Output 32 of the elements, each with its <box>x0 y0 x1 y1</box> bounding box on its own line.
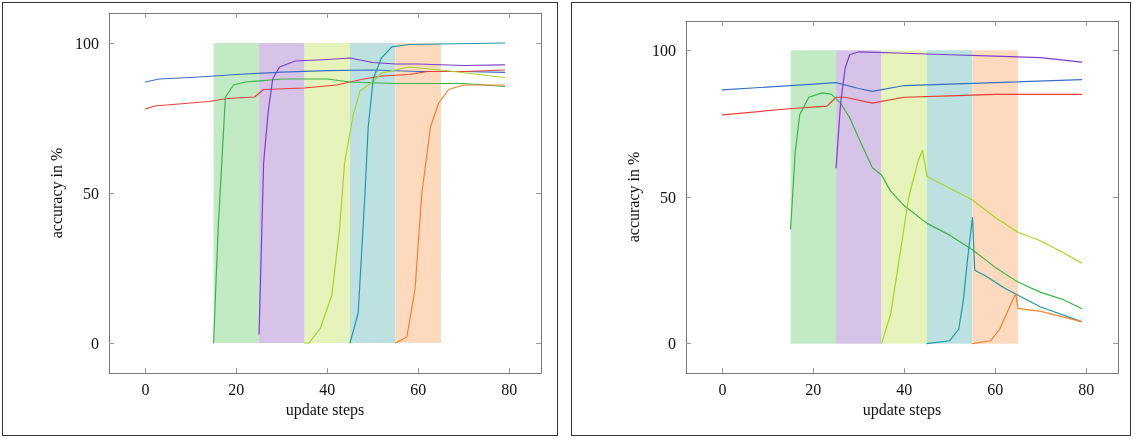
y-tick-label: 100 <box>652 41 676 59</box>
x-tick-label: 0 <box>718 380 727 398</box>
x-tick-label: 80 <box>1078 380 1095 398</box>
x-tick-label: 40 <box>896 380 913 398</box>
line-series <box>144 69 506 110</box>
y-tick-label: 50 <box>83 184 99 202</box>
x-tick-label: 80 <box>501 380 518 398</box>
y-axis-title: accuracy in % <box>624 151 643 243</box>
line-series <box>971 293 1083 345</box>
line-series <box>880 149 1083 345</box>
line-series <box>721 93 1083 116</box>
line-series <box>721 79 1083 92</box>
x-tick-label: 0 <box>141 380 150 398</box>
x-tick-label: 60 <box>987 380 1004 398</box>
y-tick-label: 100 <box>75 34 99 52</box>
line-series <box>303 66 506 344</box>
x-tick-label: 40 <box>319 380 336 398</box>
x-axis-title: update steps <box>285 401 365 420</box>
line-series <box>789 92 1083 310</box>
x-tick-label: 20 <box>805 380 822 398</box>
line-series <box>349 42 506 344</box>
y-tick-label: 50 <box>660 188 676 206</box>
y-axis-title: accuracy in % <box>47 147 66 239</box>
x-axis-title: update steps <box>862 401 942 420</box>
y-tick-label: 0 <box>668 335 676 353</box>
line-series <box>212 78 506 344</box>
line-series <box>258 57 506 335</box>
line-series <box>835 51 1083 169</box>
x-tick-label: 60 <box>410 380 427 398</box>
x-tick-label: 20 <box>228 380 245 398</box>
y-tick-label: 0 <box>91 334 99 352</box>
line-series <box>394 84 506 344</box>
